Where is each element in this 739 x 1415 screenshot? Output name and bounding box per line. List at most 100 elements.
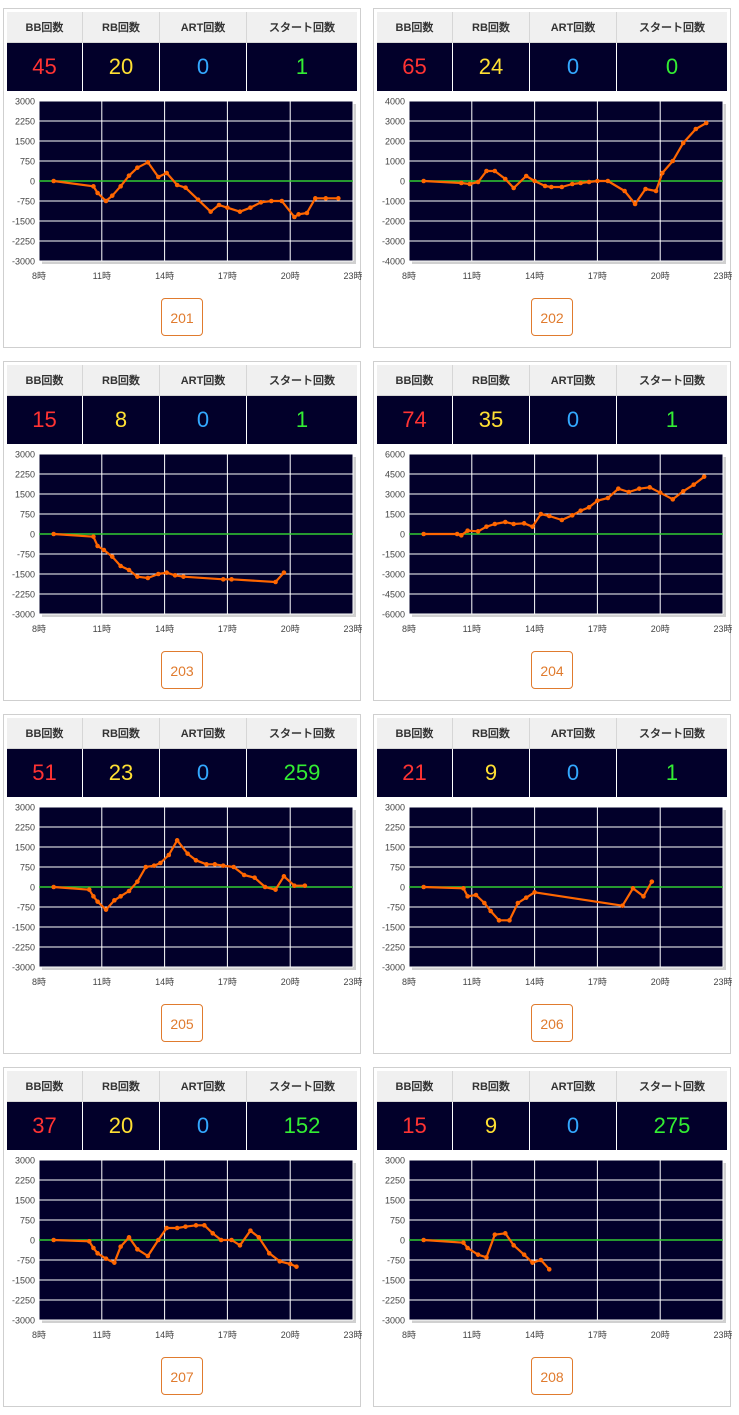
y-tick-label: 3000	[385, 117, 405, 127]
start-count-header: スタート回数	[246, 12, 357, 43]
y-tick-label: 0	[30, 1236, 35, 1246]
y-tick-label: -2250	[12, 590, 35, 600]
data-point	[143, 864, 149, 870]
bb-count-value: 74	[377, 395, 453, 444]
data-point	[465, 894, 470, 899]
data-point	[482, 900, 487, 906]
bb-count-value: 21	[377, 748, 453, 797]
data-point	[492, 168, 498, 174]
art-count-value: 0	[159, 42, 247, 91]
y-tick-label: 750	[20, 863, 35, 873]
data-point	[164, 570, 169, 575]
machine-number-button[interactable]: 201	[161, 298, 203, 336]
data-point	[549, 184, 554, 190]
start-count-value: 259	[246, 748, 357, 797]
data-point	[156, 1237, 161, 1243]
data-point	[521, 1252, 527, 1257]
machine-number-button[interactable]: 204	[531, 651, 573, 689]
art-count-header: ART回数	[159, 1071, 247, 1102]
art-count-header: ART回数	[529, 365, 617, 396]
rb-count-value: 35	[452, 395, 530, 444]
data-point	[126, 173, 132, 178]
data-point	[542, 183, 548, 189]
y-tick-label: 1500	[15, 1196, 35, 1206]
y-tick-label: -1000	[382, 197, 405, 207]
machine-card: BB回数 RB回数 ART回数 スタート回数 21 9 0 1 3000 2250 1500 750 0…	[373, 714, 732, 1054]
y-tick-label: 0	[400, 177, 405, 187]
data-point	[269, 198, 274, 204]
y-tick-label: 2250	[385, 823, 405, 833]
y-tick-label: 2250	[15, 823, 35, 833]
y-tick-label: 3000	[15, 803, 35, 813]
y-tick-label: 2250	[15, 117, 35, 127]
y-tick-label: -750	[17, 1256, 35, 1266]
data-point	[91, 894, 96, 899]
data-point	[273, 579, 278, 585]
y-tick-label: 2000	[385, 137, 405, 147]
data-point	[135, 879, 140, 884]
y-tick-label: 750	[390, 1216, 405, 1226]
machine-number-button[interactable]: 207	[161, 1357, 203, 1395]
start-count-header: スタート回数	[616, 365, 727, 396]
x-tick-label: 14時	[525, 271, 544, 281]
x-tick-label: 17時	[588, 624, 607, 634]
data-point	[421, 884, 426, 890]
machine-number-button[interactable]: 203	[161, 651, 203, 689]
bb-count-header: BB回数	[377, 1071, 453, 1102]
start-count-value: 1	[616, 395, 727, 444]
machine-card: BB回数 RB回数 ART回数 スタート回数 74 35 0 1 6000 4500 3000 150…	[373, 361, 732, 701]
machine-number-button[interactable]: 205	[161, 1004, 203, 1042]
data-point	[459, 180, 464, 186]
data-point	[95, 1251, 100, 1256]
data-point	[502, 176, 508, 182]
slump-chart: 3000 2250 1500 750 0 -750 -1500 -2250 -3000 8時 11時…	[382, 803, 732, 988]
x-tick-label: 23時	[713, 624, 732, 634]
data-point	[605, 495, 611, 501]
y-tick-label: -3000	[382, 237, 405, 247]
x-tick-label: 8時	[32, 624, 46, 634]
data-point	[103, 907, 109, 912]
x-tick-label: 8時	[32, 271, 46, 281]
data-point	[523, 173, 529, 179]
data-point	[578, 508, 583, 513]
y-tick-label: -1500	[382, 550, 405, 560]
data-point	[546, 1267, 552, 1272]
machine-number-button[interactable]: 206	[531, 1004, 573, 1042]
data-point	[202, 1223, 207, 1228]
x-tick-label: 14時	[155, 271, 174, 281]
x-tick-label: 20時	[651, 1330, 670, 1340]
y-tick-label: -750	[17, 550, 35, 560]
data-point	[595, 498, 600, 503]
data-point	[578, 180, 583, 186]
bb-count-header: BB回数	[377, 12, 453, 43]
x-tick-label: 23時	[343, 1330, 362, 1340]
start-count-header: スタート回数	[616, 718, 727, 749]
data-point	[523, 895, 529, 900]
data-point	[496, 918, 502, 923]
data-point	[281, 874, 287, 879]
y-tick-label: 1500	[385, 510, 405, 520]
data-point	[475, 179, 481, 185]
data-point	[559, 517, 565, 523]
y-tick-label: -3000	[382, 1316, 405, 1326]
data-point	[691, 482, 696, 487]
art-count-header: ART回数	[159, 718, 247, 749]
y-tick-label: -3000	[12, 257, 35, 267]
machine-number-button[interactable]: 208	[531, 1357, 573, 1395]
data-point	[166, 852, 172, 858]
data-point	[252, 875, 257, 880]
data-point	[151, 863, 157, 868]
rb-count-header: RB回数	[452, 12, 530, 43]
machine-number-button[interactable]: 202	[531, 298, 573, 336]
x-tick-label: 20時	[281, 977, 300, 987]
y-tick-label: 3000	[385, 490, 405, 500]
data-point	[475, 1252, 481, 1257]
stats-table: BB回数 RB回数 ART回数 スタート回数 51 23 0 259	[7, 718, 357, 797]
start-count-header: スタート回数	[246, 1071, 357, 1102]
bb-count-header: BB回数	[7, 365, 83, 396]
rb-count-value: 23	[82, 748, 160, 797]
data-point	[643, 186, 648, 192]
data-point	[292, 214, 297, 220]
art-count-value: 0	[159, 395, 247, 444]
data-point	[51, 884, 56, 890]
